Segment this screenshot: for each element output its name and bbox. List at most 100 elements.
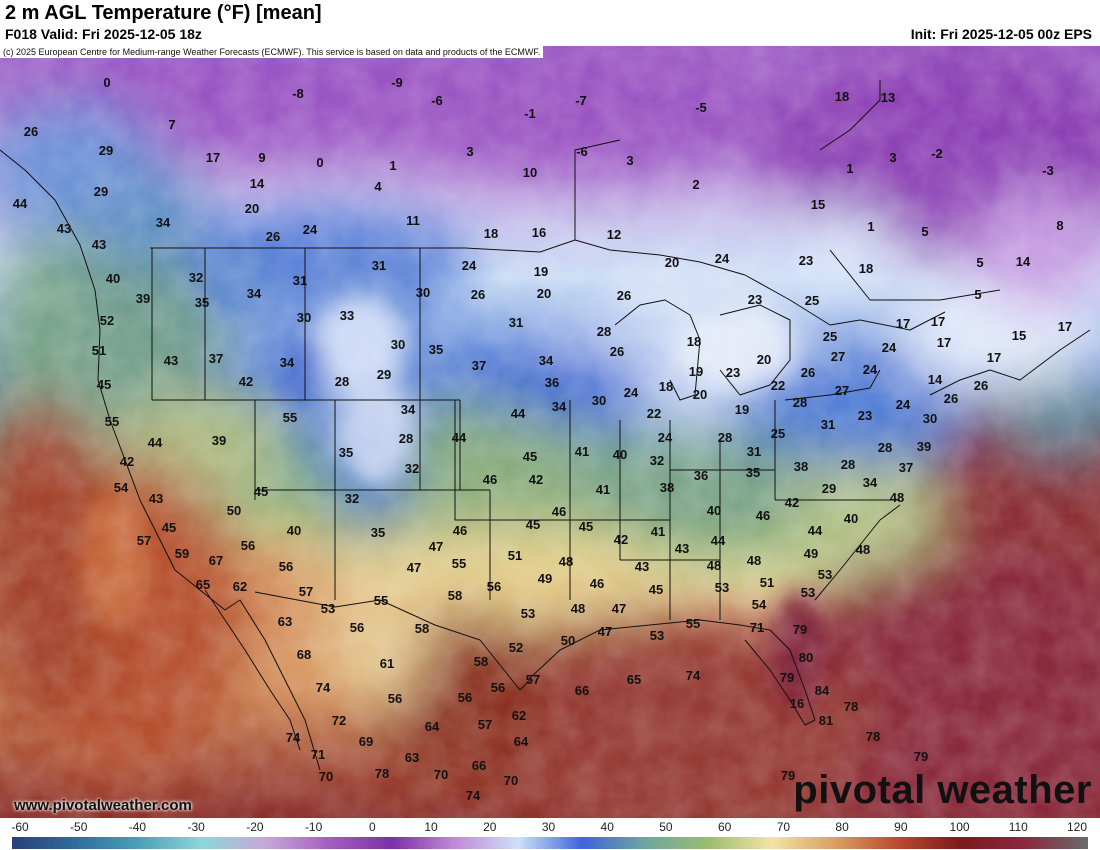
temp-label: 27 (831, 349, 845, 364)
temp-label: 18 (484, 226, 498, 241)
temp-label: 63 (405, 750, 419, 765)
temp-label: 40 (844, 511, 858, 526)
temp-label: 19 (689, 364, 703, 379)
temp-label: 24 (715, 251, 730, 266)
temp-label: 51 (760, 575, 774, 590)
temp-label: 8 (1056, 218, 1063, 233)
temp-label: 4 (374, 179, 382, 194)
temp-label: 29 (99, 143, 113, 158)
legend-tick-label: -20 (246, 820, 264, 834)
temp-label: 49 (804, 546, 818, 561)
temp-label: 42 (529, 472, 543, 487)
temp-label: 40 (613, 447, 627, 462)
temp-label: 66 (575, 683, 589, 698)
temp-label: 56 (458, 690, 472, 705)
temp-label: 3 (626, 153, 633, 168)
map-title: 2 m AGL Temperature (°F) [mean] (5, 2, 322, 24)
temp-label: 5 (921, 224, 928, 239)
temp-label: 57 (478, 717, 492, 732)
temp-label: 27 (835, 383, 849, 398)
temp-label: 53 (650, 628, 664, 643)
temp-label: 48 (747, 553, 761, 568)
temp-label: 23 (726, 365, 740, 380)
temp-label: 44 (148, 435, 163, 450)
temp-label: 43 (149, 491, 163, 506)
temp-label: 39 (212, 433, 226, 448)
temp-label: 38 (660, 480, 674, 495)
temp-label: 15 (1012, 328, 1026, 343)
temp-label: 17 (987, 350, 1001, 365)
temp-label: 37 (472, 358, 486, 373)
temp-label: 43 (635, 559, 649, 574)
temp-label: 80 (799, 650, 813, 665)
temp-label: 61 (380, 656, 394, 671)
temp-label: 48 (559, 554, 573, 569)
temp-label: 45 (579, 519, 593, 534)
temp-label: 78 (866, 729, 880, 744)
temp-label: 71 (311, 747, 325, 762)
temp-label: 24 (896, 397, 911, 412)
temp-label: 40 (287, 523, 301, 538)
temp-label: 34 (539, 353, 554, 368)
temp-label: 35 (371, 525, 385, 540)
temp-label: 45 (523, 449, 537, 464)
temp-label: 16 (532, 225, 546, 240)
temp-label: 30 (592, 393, 606, 408)
legend-tick-label: -30 (187, 820, 205, 834)
temp-label: -9 (391, 75, 403, 90)
temp-label: 35 (339, 445, 353, 460)
legend-tick-label: 100 (949, 820, 970, 834)
legend-tick-label: 0 (368, 820, 376, 834)
temp-label: 30 (416, 285, 430, 300)
temp-label: 38 (794, 459, 808, 474)
temp-label: 24 (658, 430, 673, 445)
temp-label: 35 (429, 342, 443, 357)
temp-label: 52 (100, 313, 114, 328)
temp-label: 55 (374, 593, 388, 608)
temp-label: 29 (822, 481, 836, 496)
temp-label: 32 (189, 270, 203, 285)
temp-label: 1 (846, 161, 853, 176)
temp-label: 30 (297, 310, 311, 325)
temp-label: 51 (508, 548, 522, 563)
temp-label: 84 (815, 683, 830, 698)
temp-label: 5 (976, 255, 983, 270)
temp-label: 34 (552, 399, 567, 414)
temp-label: 3 (466, 144, 473, 159)
legend-tick-label: 80 (835, 820, 849, 834)
temp-label: 11 (406, 213, 420, 228)
temp-label: -6 (576, 144, 588, 159)
temp-label: 31 (372, 258, 386, 273)
temp-label: 74 (286, 730, 301, 745)
temp-label: 31 (509, 315, 523, 330)
temp-label: 62 (512, 708, 526, 723)
temp-label: 79 (793, 622, 807, 637)
temp-label: 58 (415, 621, 429, 636)
temperature-map: 0 -9 -8 -6 -7 -5 -1 18 13 26 7 29 17 9 0 1 3 -6 3 3 -2 -3 1 14 4… (0, 46, 1100, 818)
temp-label: 56 (350, 620, 364, 635)
temp-label: 34 (156, 215, 171, 230)
temp-label: 74 (466, 788, 481, 803)
temp-label: 41 (596, 482, 610, 497)
temp-label: 26 (944, 391, 958, 406)
temp-label: 24 (462, 258, 477, 273)
temp-label: 28 (878, 440, 892, 455)
legend-tick-label: 90 (894, 820, 908, 834)
temp-label: 36 (545, 375, 559, 390)
temp-label: 24 (863, 362, 878, 377)
temp-label: 71 (750, 620, 764, 635)
legend-tick-label: 70 (776, 820, 791, 834)
temp-label: 9 (258, 150, 265, 165)
temp-label: 47 (407, 560, 421, 575)
temp-label: 0 (103, 75, 110, 90)
site-watermark[interactable]: www.pivotalweather.com (14, 797, 192, 814)
temp-label: 20 (693, 387, 707, 402)
legend-tick-label: 110 (1008, 820, 1028, 834)
temp-label: 31 (747, 444, 761, 459)
temp-label: 14 (1016, 254, 1031, 269)
temp-label: 25 (823, 329, 837, 344)
temp-label: 49 (538, 571, 552, 586)
temp-label: 58 (474, 654, 488, 669)
temp-label: 25 (805, 293, 819, 308)
